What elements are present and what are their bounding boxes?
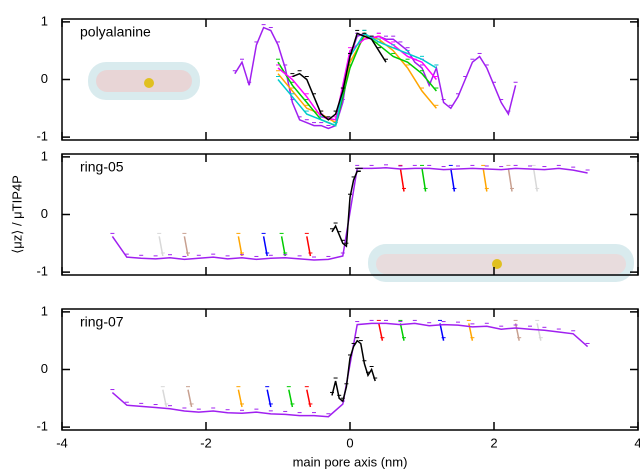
x-tick-label: -2 xyxy=(200,435,212,450)
y-axis-label: ⟨μz⟩ / μTIP4P xyxy=(9,175,24,254)
y-tick-label: -1 xyxy=(36,129,48,144)
y-tick-label: -1 xyxy=(36,419,48,434)
molecule-image xyxy=(88,62,200,100)
series-line xyxy=(331,170,361,248)
x-tick-label: 2 xyxy=(490,435,497,450)
y-tick-label: -1 xyxy=(36,264,48,279)
y-tick-label: 1 xyxy=(41,13,48,28)
molecule-image xyxy=(368,244,634,282)
y-tick-label: 0 xyxy=(41,71,48,86)
series-line xyxy=(111,167,588,261)
series-line xyxy=(111,322,589,418)
panel-label: polyalanine xyxy=(80,24,151,40)
x-axis-label: main pore axis (nm) xyxy=(293,454,408,469)
series-line xyxy=(162,323,542,408)
x-tick-label: 4 xyxy=(634,435,640,450)
series-line xyxy=(288,323,405,408)
x-tick-label: -4 xyxy=(56,435,68,450)
series-line xyxy=(277,32,437,127)
y-tick-label: 1 xyxy=(41,303,48,318)
y-tick-label: 0 xyxy=(41,206,48,221)
series-line xyxy=(277,32,437,127)
series-line xyxy=(262,168,456,257)
x-tick-label: 0 xyxy=(346,435,353,450)
series-line xyxy=(187,323,520,408)
y-tick-label: 0 xyxy=(41,361,48,376)
y-tick-label: 1 xyxy=(41,148,48,163)
series-line xyxy=(331,339,376,403)
series-line xyxy=(292,32,387,121)
series-line xyxy=(237,168,488,257)
plot-frame xyxy=(61,308,639,431)
panel-label: ring-07 xyxy=(80,314,124,330)
panel-label: ring-05 xyxy=(80,159,124,175)
